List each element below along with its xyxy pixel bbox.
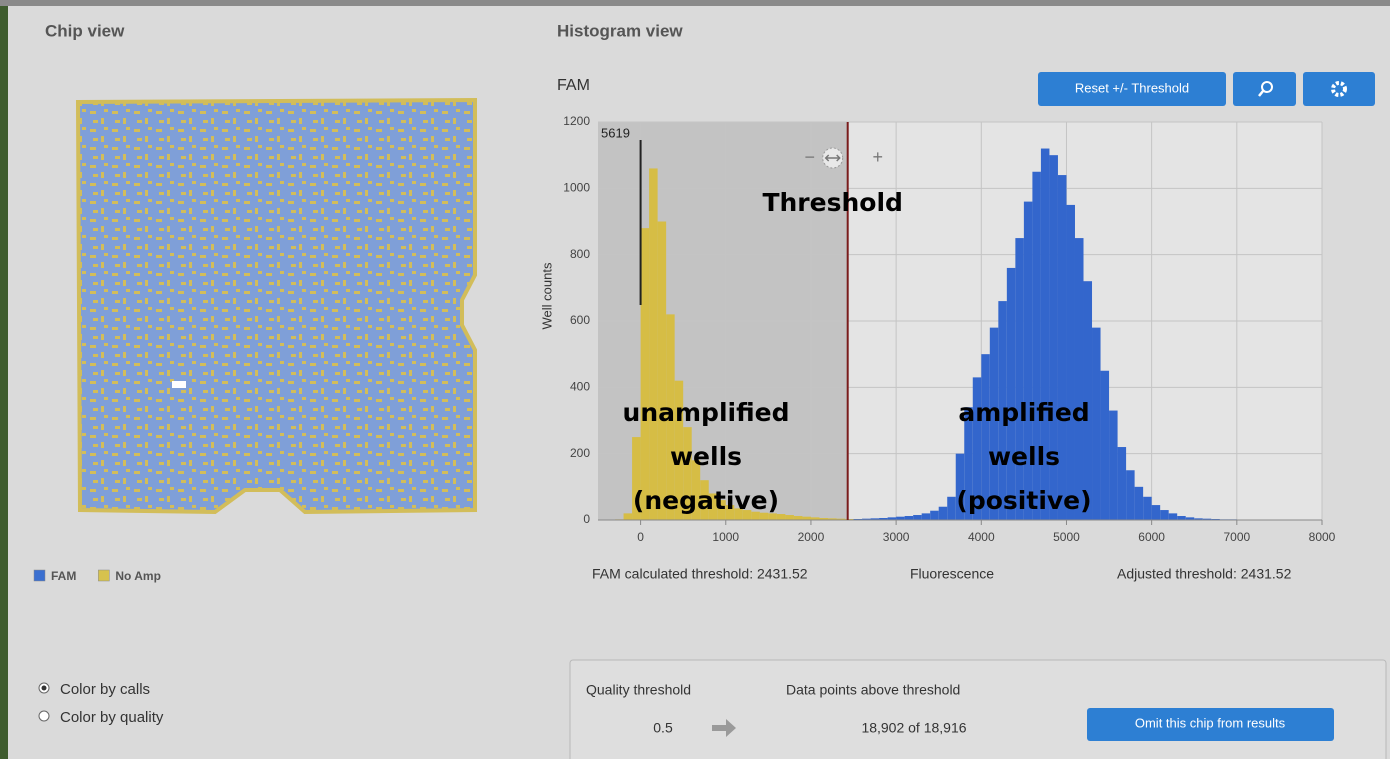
- y-tick-label: 400: [570, 380, 590, 394]
- histogram-bar: [624, 513, 633, 520]
- x-tick-label: 8000: [1309, 530, 1336, 544]
- histogram-bar: [1160, 510, 1169, 520]
- calculated-threshold: FAM calculated threshold: 2431.52: [592, 566, 808, 582]
- chip-defect: [172, 381, 186, 388]
- histogram-bar: [794, 516, 803, 520]
- histogram-bar: [1101, 371, 1110, 520]
- x-tick-label: 2000: [798, 530, 825, 544]
- x-tick-label: 0: [637, 530, 644, 544]
- y-tick-label: 1000: [563, 181, 590, 195]
- histogram-bar: [1015, 238, 1024, 520]
- histogram-bar: [1118, 447, 1127, 520]
- annotation: wells: [988, 442, 1060, 471]
- y-tick-label: 600: [570, 313, 590, 327]
- histogram-bar: [930, 511, 939, 520]
- quality-label: Quality threshold: [586, 682, 691, 698]
- frame-top: [0, 0, 1390, 6]
- legend-label: FAM: [51, 569, 76, 583]
- points-value: 18,902 of 18,916: [861, 720, 966, 736]
- histogram-bar: [947, 497, 956, 520]
- omit-button-label[interactable]: Omit this chip from results: [1135, 715, 1286, 730]
- chip-view-title: Chip view: [45, 21, 125, 40]
- legend-label: No Amp: [115, 569, 161, 583]
- settings-button-bg[interactable]: [1303, 72, 1375, 106]
- y-tick-label: 1200: [563, 114, 590, 128]
- histogram-bar: [905, 516, 914, 520]
- histogram-bar: [785, 515, 794, 520]
- annotation: (positive): [956, 486, 1091, 515]
- histogram-bar: [641, 228, 650, 520]
- histogram-bar: [1092, 328, 1101, 520]
- radio-dot[interactable]: [42, 686, 47, 691]
- histogram-bar: [1007, 268, 1016, 520]
- screen: Chip view FAM No Amp Color by calls Color …: [0, 0, 1390, 759]
- threshold-annotation: Threshold: [762, 188, 902, 217]
- annotation: wells: [670, 442, 742, 471]
- histogram-bar: [939, 507, 948, 520]
- y-tick-label: 800: [570, 247, 590, 261]
- threshold-plus: +: [872, 147, 883, 167]
- channel-label: FAM: [557, 77, 590, 94]
- y-axis-label: Well counts: [539, 262, 554, 329]
- frame-edge: [0, 0, 8, 759]
- zoom-button[interactable]: [1233, 72, 1296, 106]
- annotation: (negative): [633, 486, 779, 515]
- radio-label[interactable]: Color by calls: [60, 681, 150, 698]
- histogram-bar: [1143, 497, 1152, 520]
- x-tick-label: 7000: [1223, 530, 1250, 544]
- x-tick-label: 6000: [1138, 530, 1165, 544]
- histogram-bar: [1152, 505, 1161, 520]
- histogram-bar: [1169, 513, 1178, 520]
- histogram: 0 200 400 600 800 1000 1200 0 1000 2000 3000 4000 50…: [539, 114, 1335, 582]
- legend-swatch: [34, 570, 45, 581]
- settings-button[interactable]: [1303, 72, 1375, 106]
- x-tick-label: 3000: [883, 530, 910, 544]
- legend-swatch: [98, 570, 109, 581]
- histogram-bar: [1177, 516, 1186, 520]
- threshold-minus: −: [804, 147, 815, 167]
- reset-button-label[interactable]: Reset +/- Threshold: [1075, 80, 1189, 95]
- zoom-button-bg[interactable]: [1233, 72, 1296, 106]
- points-label: Data points above threshold: [786, 682, 960, 698]
- histogram-bar: [649, 168, 658, 520]
- histogram-bar: [1135, 487, 1144, 520]
- histogram-bar: [1066, 205, 1075, 520]
- marker-label: 5619: [601, 125, 630, 140]
- x-tick-label: 5000: [1053, 530, 1080, 544]
- histogram-bar: [1109, 411, 1118, 520]
- adjusted-threshold: Adjusted threshold: 2431.52: [1117, 566, 1292, 582]
- radio-button[interactable]: [39, 711, 49, 721]
- y-tick-label: 200: [570, 446, 590, 460]
- x-axis-label: Fluorescence: [910, 566, 994, 582]
- reset-button[interactable]: Reset +/- Threshold: [1038, 72, 1226, 106]
- chip-image: [78, 100, 475, 512]
- y-tick-label: 0: [583, 512, 590, 526]
- radio-label[interactable]: Color by quality: [60, 709, 164, 726]
- x-tick-label: 4000: [968, 530, 995, 544]
- histogram-bar: [1126, 470, 1135, 520]
- histogram-bar: [913, 515, 922, 520]
- histogram-bar: [922, 513, 931, 520]
- quality-value: 0.5: [653, 720, 673, 736]
- histogram-bar: [1024, 202, 1033, 520]
- annotation: amplified: [958, 398, 1089, 427]
- histogram-bar: [1075, 238, 1084, 520]
- histogram-bar: [658, 222, 667, 521]
- histogram-view-title: Histogram view: [557, 21, 683, 40]
- omit-button[interactable]: Omit this chip from results: [1087, 708, 1334, 741]
- annotation: unamplified: [623, 398, 790, 427]
- x-tick-label: 1000: [712, 530, 739, 544]
